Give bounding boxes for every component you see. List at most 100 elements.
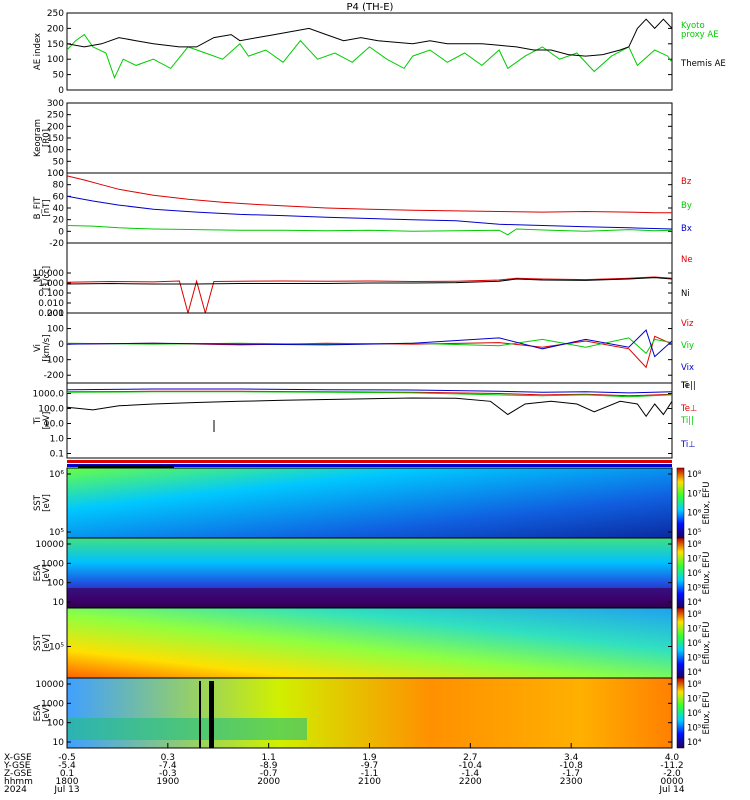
flag-bar-black <box>78 465 174 468</box>
x-tick-label: 2100 <box>358 777 381 787</box>
x-axis-row-label: 2024 <box>4 785 27 795</box>
y-tick-label-esa-i: 10 <box>53 598 65 608</box>
colorbar-tick-sst-i: 10⁸ <box>687 470 702 480</box>
y-tick-label-temperature: 1.0 <box>50 434 65 444</box>
panel-frame-temperature <box>66 382 673 459</box>
x-tick-label: 2300 <box>560 777 583 787</box>
y-tick-label-bfield: 40 <box>53 204 65 214</box>
colorbar-tick-sst-e: 10⁴ <box>687 668 702 678</box>
x-tick-label: -2.0 <box>663 769 681 779</box>
y-tick-label-keogram: 250 <box>47 111 64 121</box>
y-tick-label-ae: 50 <box>53 71 65 81</box>
x-tick-label: -1.1 <box>361 769 379 779</box>
series-line-velocity-viy <box>67 337 672 355</box>
series-line-density-ni <box>67 277 672 285</box>
y-tick-label-velocity: 0 <box>58 340 64 350</box>
legend-label-bfield: By <box>681 201 692 211</box>
legend-label-velocity: Viy <box>681 341 694 351</box>
y-tick-label-keogram: 150 <box>47 134 64 144</box>
colorbar-tick-sst-i: 10⁶ <box>687 509 702 519</box>
y-tick-label-sst-e: 10⁵ <box>49 643 64 653</box>
x-tick-label: 1.1 <box>262 753 276 763</box>
legend-label-temperature: Ti <box>680 381 688 391</box>
y-tick-label-velocity: -200 <box>44 371 65 381</box>
x-tick-label: -11.2 <box>660 761 683 771</box>
y-tick-label-esa-e: 1000 <box>41 699 64 709</box>
panel-frame-keogram <box>66 102 673 174</box>
colorbar-label-esa-i: Eflux, EFU <box>702 551 712 594</box>
y-tick-label-esa-i: 10000 <box>35 540 64 550</box>
flag-bar-blue <box>67 464 672 467</box>
colorbar-tick-esa-i: 10⁶ <box>687 569 702 579</box>
colorbar-tick-esa-e: 10⁷ <box>687 695 702 705</box>
y-axis-unit-sst-i: [eV] <box>42 494 52 512</box>
y-axis-unit-sst-e: [eV] <box>42 634 52 652</box>
chart-title: P4 (TH-E) <box>347 2 394 13</box>
y-axis-label-ae: AE index <box>33 33 43 70</box>
y-tick-label-keogram: 100 <box>47 146 64 156</box>
colorbar-esa-ions <box>676 537 685 609</box>
y-tick-label-density: 0.100 <box>38 289 64 299</box>
y-axis-unit-esa-i: [eV] <box>42 564 52 582</box>
colorbar-tick-sst-e: 10⁶ <box>687 639 702 649</box>
esa-electrons-green-band <box>67 718 307 740</box>
colorbar-tick-sst-i: 10⁵ <box>687 528 701 538</box>
y-tick-label-ae: 200 <box>47 24 64 34</box>
spectrogram-sst-electrons <box>67 608 672 678</box>
x-tick-label: 3.4 <box>564 753 579 763</box>
colorbar-tick-esa-e: 10⁵ <box>687 724 701 734</box>
y-tick-label-bfield: 60 <box>53 192 65 202</box>
y-tick-label-bfield: 0 <box>58 227 64 237</box>
x-tick-label: -0.5 <box>58 753 76 763</box>
spectrogram-sst-ions <box>67 468 672 538</box>
x-axis-row-label: hhmm <box>4 777 33 787</box>
colorbar-sst-electrons <box>676 607 685 679</box>
panel-frame-bfield <box>66 172 673 244</box>
y-tick-label-keogram: 200 <box>47 122 64 132</box>
y-tick-label-velocity: -100 <box>44 356 65 366</box>
colorbar-tick-esa-i: 10⁸ <box>687 540 702 550</box>
y-axis-unit-velocity: [km/s] <box>42 334 52 361</box>
x-tick-label: 1.9 <box>362 753 377 763</box>
y-tick-label-density: 10.000 <box>33 269 65 279</box>
legend-label-velocity: Vix <box>681 363 694 373</box>
series-line-bfield-bx <box>67 195 672 230</box>
colorbar-label-sst-e: Eflux, EFU <box>702 621 712 664</box>
x-tick-label: 1800 <box>56 777 79 787</box>
series-line-velocity-vix <box>67 329 672 358</box>
y-tick-label-temperature: 100.0 <box>38 404 64 414</box>
y-tick-label-keogram: 300 <box>47 99 64 109</box>
x-tick-label: -5.4 <box>58 761 76 771</box>
series-line-ae-themis-ae <box>67 18 672 57</box>
legend-label-bfield: Bx <box>681 224 692 234</box>
x-tick-label: 2000 <box>257 777 280 787</box>
y-tick-label-density: 0.010 <box>38 299 64 309</box>
colorbar-tick-esa-e: 10⁸ <box>687 680 702 690</box>
x-tick-label: -1.4 <box>462 769 480 779</box>
y-tick-label-velocity: 200 <box>47 309 64 319</box>
colorbar-esa-electrons <box>676 677 685 749</box>
y-tick-label-temperature: 10.0 <box>44 419 64 429</box>
legend-label-bfield: Bz <box>681 177 692 187</box>
colorbar-tick-sst-i: 10⁷ <box>687 489 702 499</box>
y-tick-label-keogram: 50 <box>53 157 65 167</box>
y-tick-label-sst-i: 10⁵ <box>49 528 64 538</box>
y-axis-unit-density: [1/cc] <box>42 266 52 290</box>
series-line-temperature-ti- <box>67 388 672 394</box>
y-tick-label-temperature: 0.1 <box>50 449 64 459</box>
y-tick-label-temperature: 1000.0 <box>33 389 65 399</box>
x-axis-row-label: X-GSE <box>4 753 32 763</box>
legend-label-ae: Themis AE <box>680 59 726 69</box>
esa-electrons-gap-1 <box>199 681 201 748</box>
legend-label-velocity: Viz <box>681 319 694 329</box>
colorbar-tick-esa-e: 10⁶ <box>687 709 702 719</box>
series-line-velocity-viz <box>67 335 672 369</box>
panel-frame-velocity <box>66 312 673 384</box>
colorbar-tick-esa-e: 10⁴ <box>687 738 702 748</box>
x-axis-row-label: Y-GSE <box>3 761 31 771</box>
y-axis-unit-bfield: [nT] <box>42 199 52 216</box>
legend-label-temperature: Te⊥ <box>680 404 697 414</box>
y-axis-unit-esa-e: [eV] <box>42 704 52 722</box>
x-tick-label: -0.7 <box>260 769 278 779</box>
